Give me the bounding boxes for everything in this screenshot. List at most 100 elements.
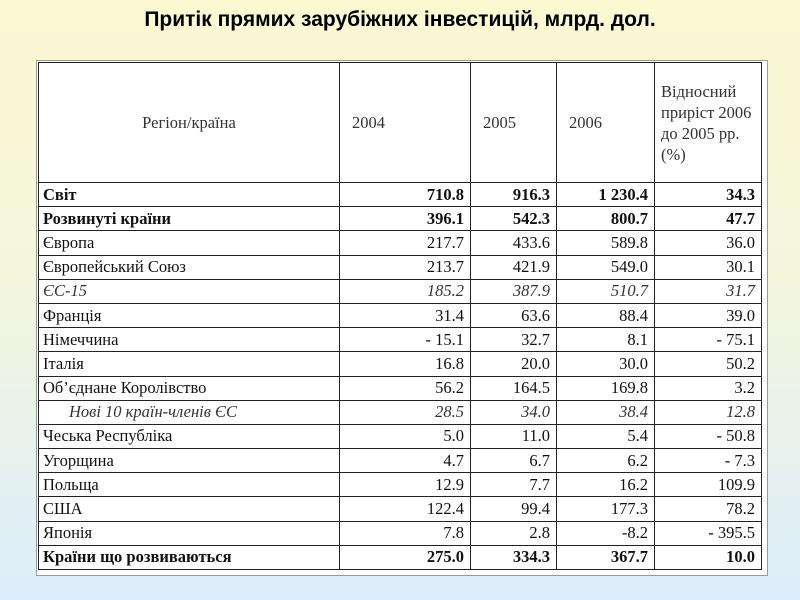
header-2004: 2004 [339,62,471,183]
value-2004-cell: 12.9 [339,472,471,498]
table-row: Країни що розвиваються 275.0 334.3 367.7 10.… [38,544,762,571]
value-2005-cell: 421.9 [470,254,557,280]
value-2006-cell: 549.0 [556,254,655,280]
growth-cell: - 395.5 [654,520,762,546]
value-2005-cell: 20.0 [470,351,557,377]
table-row: Об’єднане Королівство 56.2 164.5 169.8 3.2 [38,375,762,401]
growth-cell: 12.8 [654,399,762,425]
region-cell: ЄС-15 [38,278,340,304]
table-row: Японія 7.8 2.8 -8.2- 395.5 [38,520,762,546]
header-2006: 2006 [556,62,655,183]
value-2006-cell: 16.2 [556,472,655,498]
value-2005-cell: 63.6 [470,302,557,329]
region-cell: Європейський Союз [38,254,340,280]
region-cell: Японія [38,520,340,546]
growth-cell: - 75.1 [654,327,762,353]
value-2005-cell: 99.4 [470,496,557,522]
growth-cell: 39.0 [654,302,762,329]
table-row: Польща 12.9 7.7 16.2 109.9 [38,472,762,498]
table-header-row: Регіон/країна 2004 2005 2006 Відносний п… [38,62,762,183]
table-row: Угорщина 4.7 6.7 6.2- 7.3 [38,448,762,474]
value-2004-cell: 213.7 [339,254,471,280]
region-cell: Чеська Республіка [38,423,340,450]
growth-cell: 78.2 [654,496,762,522]
table-row: Італія 16.8 20.0 30.0 50.2 [38,351,762,377]
growth-cell: 109.9 [654,472,762,498]
value-2005-cell: 164.5 [470,375,557,401]
growth-cell: 34.3 [654,181,762,208]
region-cell: Італія [38,351,340,377]
region-cell: Угорщина [38,448,340,474]
region-cell: США [38,496,340,522]
value-2004-cell: 4.7 [339,448,471,474]
value-2006-cell: 169.8 [556,375,655,401]
value-2005-cell: 32.7 [470,327,557,353]
value-2004-cell: 16.8 [339,351,471,377]
table-row: Німеччина - 15.1 32.7 8.1- 75.1 [38,327,762,353]
value-2005-cell: 542.3 [470,206,557,232]
value-2004-cell: 710.8 [339,181,471,208]
region-cell: Франція [38,302,340,329]
value-2006-cell: 800.7 [556,206,655,232]
growth-cell: - 7.3 [654,448,762,474]
value-2004-cell: 275.0 [339,544,471,571]
table-body: Світ 710.8 916.3 1 230.4 34.3 Розвинуті країн… [38,181,762,571]
table-row: Франція 31.4 63.6 88.4 39.0 [38,302,762,329]
value-2006-cell: 177.3 [556,496,655,522]
value-2004-cell: 5.0 [339,423,471,450]
table-row: Нові 10 країн-членів ЄС 28.5 34.0 38.4 12.8 [38,399,762,425]
value-2004-cell: 185.2 [339,278,471,304]
growth-cell: - 50.8 [654,423,762,450]
table-row: Європа 217.7 433.6 589.8 36.0 [38,230,762,256]
table-row: Чеська Республіка 5.0 11.0 5.4- 50.8 [38,423,762,450]
region-cell: Об’єднане Королівство [38,375,340,401]
value-2004-cell: 396.1 [339,206,471,232]
region-cell: Країни що розвиваються [38,544,340,571]
region-cell: Польща [38,472,340,498]
value-2006-cell: 510.7 [556,278,655,304]
value-2004-cell: - 15.1 [339,327,471,353]
value-2006-cell: -8.2 [556,520,655,546]
table-row: США 122.4 99.4 177.3 78.2 [38,496,762,522]
value-2005-cell: 11.0 [470,423,557,450]
value-2006-cell: 1 230.4 [556,181,655,208]
growth-cell: 30.1 [654,254,762,280]
value-2005-cell: 7.7 [470,472,557,498]
region-cell: Розвинуті країни [38,206,340,232]
table-row: Європейський Союз 213.7 421.9 549.0 30.1 [38,254,762,280]
value-2006-cell: 5.4 [556,423,655,450]
header-2005: 2005 [470,62,557,183]
value-2005-cell: 34.0 [470,399,557,425]
fdi-table: Регіон/країна 2004 2005 2006 Відносний п… [38,62,762,571]
header-region: Регіон/країна [38,62,340,183]
value-2006-cell: 367.7 [556,544,655,571]
value-2006-cell: 88.4 [556,302,655,329]
value-2006-cell: 8.1 [556,327,655,353]
value-2005-cell: 2.8 [470,520,557,546]
page-title: Притік прямих зарубіжних інвестицій, млр… [144,8,656,31]
value-2004-cell: 28.5 [339,399,471,425]
value-2005-cell: 387.9 [470,278,557,304]
growth-cell: 10.0 [654,544,762,571]
value-2004-cell: 122.4 [339,496,471,522]
value-2004-cell: 56.2 [339,375,471,401]
growth-cell: 3.2 [654,375,762,401]
region-cell: Європа [38,230,340,256]
table-row: ЄС-15 185.2 387.9 510.7 31.7 [38,278,762,304]
growth-cell: 31.7 [654,278,762,304]
growth-cell: 47.7 [654,206,762,232]
value-2004-cell: 217.7 [339,230,471,256]
value-2006-cell: 30.0 [556,351,655,377]
value-2005-cell: 433.6 [470,230,557,256]
value-2004-cell: 7.8 [339,520,471,546]
value-2006-cell: 38.4 [556,399,655,425]
value-2006-cell: 589.8 [556,230,655,256]
table-row: Світ 710.8 916.3 1 230.4 34.3 [38,181,762,208]
growth-cell: 50.2 [654,351,762,377]
value-2004-cell: 31.4 [339,302,471,329]
region-cell: Нові 10 країн-членів ЄС [38,399,340,425]
value-2005-cell: 916.3 [470,181,557,208]
table-row: Розвинуті країни 396.1 542.3 800.7 47.7 [38,206,762,232]
value-2005-cell: 6.7 [470,448,557,474]
growth-cell: 36.0 [654,230,762,256]
